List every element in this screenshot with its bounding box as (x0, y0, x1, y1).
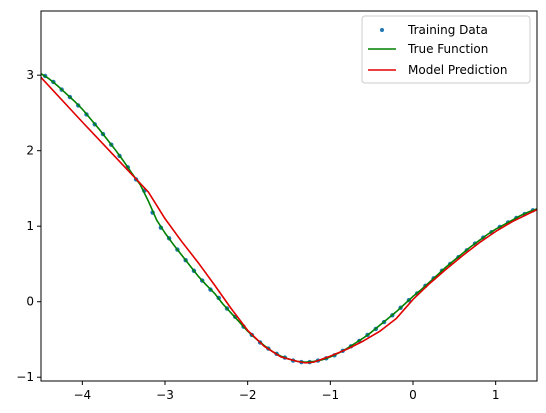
x-tick-label: −4 (73, 388, 91, 402)
y-axis: −1 0 1 2 3 (16, 68, 41, 384)
legend-box (361, 15, 531, 84)
axes-frame (40, 10, 538, 382)
legend-label-training-data: Training Data (407, 23, 488, 37)
x-tick-label: −1 (321, 388, 339, 402)
y-tick-label: −1 (16, 370, 34, 384)
legend-label-true-function: True Function (407, 42, 488, 56)
model-prediction-line (41, 76, 537, 364)
x-tick-label: −3 (156, 388, 174, 402)
legend-marker-training-data (380, 28, 384, 32)
x-tick-label: 1 (492, 388, 500, 402)
x-tick-label: −2 (239, 388, 257, 402)
x-tick-label: 0 (409, 388, 417, 402)
y-tick-label: 3 (26, 68, 34, 82)
plot-area (41, 72, 537, 365)
legend-label-model-prediction: Model Prediction (408, 63, 507, 77)
y-tick-label: 2 (26, 144, 34, 158)
x-axis: −4 −3 −2 −1 0 1 (73, 381, 499, 402)
y-tick-label: 1 (26, 219, 34, 233)
y-tick-label: 0 (26, 295, 34, 309)
legend: Training Data True Function Model Predic… (361, 15, 531, 84)
